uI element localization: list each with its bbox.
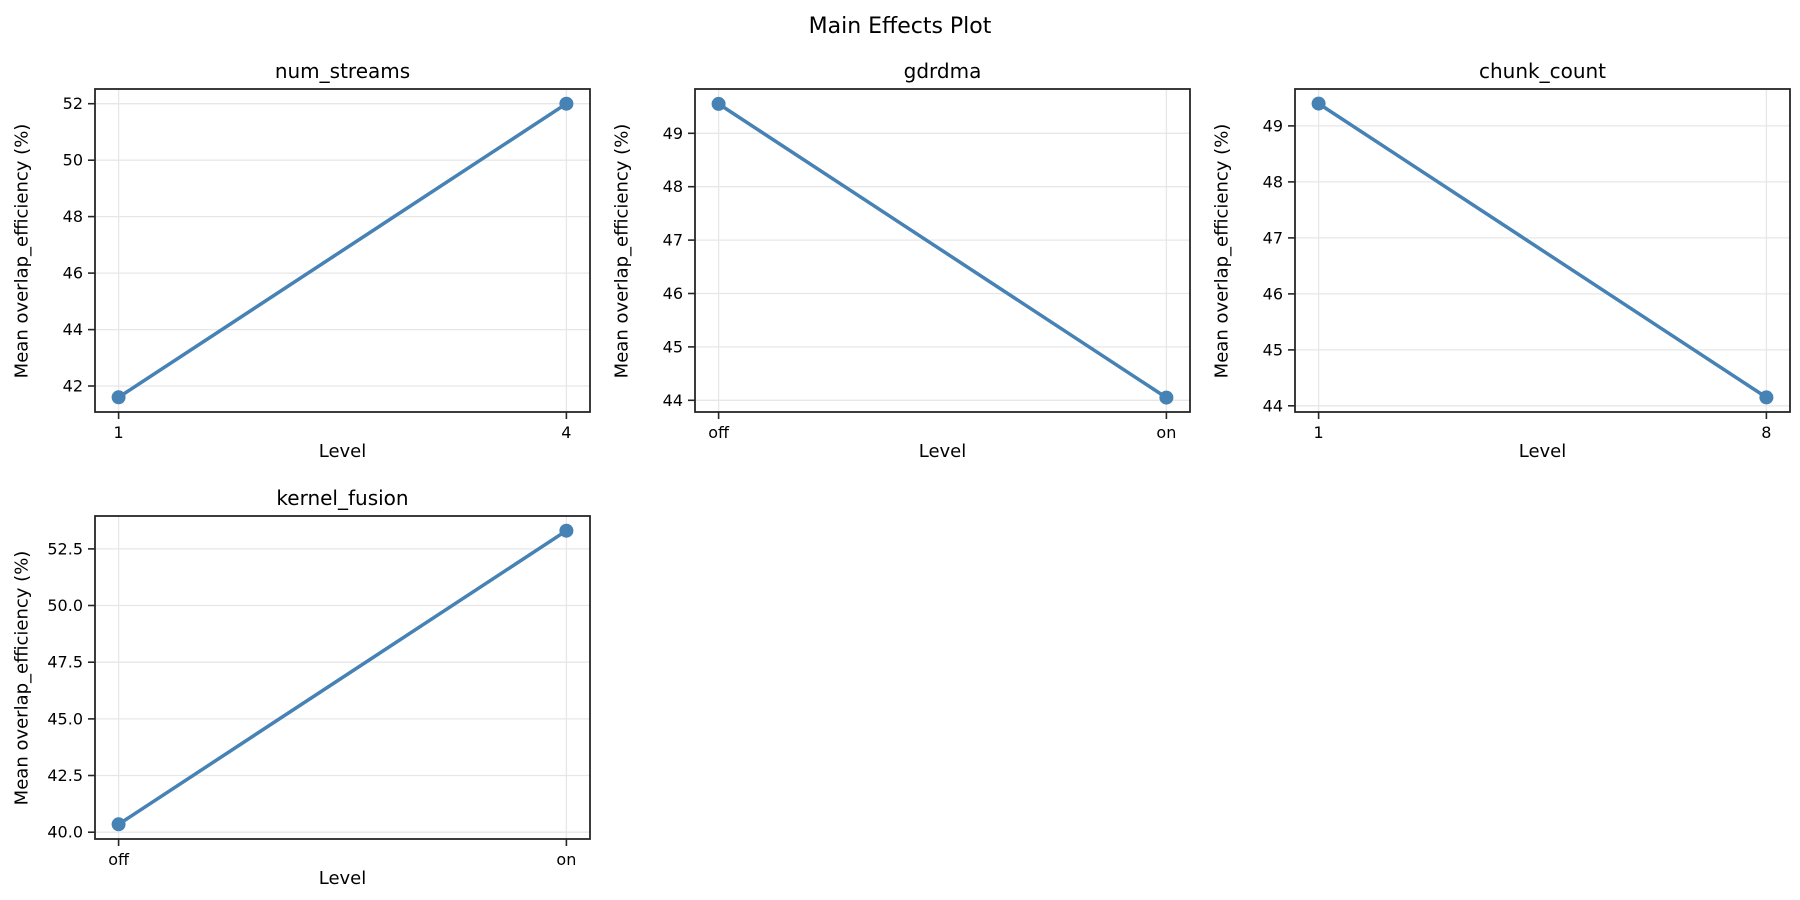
y-tick-label: 47 xyxy=(663,231,683,250)
plot-area: 44 45 46 47 48 49 1 8 xyxy=(1263,88,1791,442)
data-line xyxy=(116,101,569,400)
data-point xyxy=(111,817,126,832)
data-point xyxy=(559,523,574,538)
y-tick-label: 45 xyxy=(663,337,683,356)
x-axis-label: Level xyxy=(318,868,367,889)
x-tick-label: 1 xyxy=(114,423,124,442)
y-tick-label: 45.0 xyxy=(47,709,83,728)
y-tick-label: 44 xyxy=(663,391,683,410)
plot-border xyxy=(694,88,1191,413)
subplot-gdrdma: gdrdma Mean overlap_efficiency (%) 44 45 4… xyxy=(600,55,1200,470)
subplot-title: kernel_fusion xyxy=(276,486,409,510)
data-point xyxy=(1759,390,1774,405)
x-tick-label: off xyxy=(708,423,730,442)
y-tick-label: 42.5 xyxy=(47,766,83,785)
subplot-title: gdrdma xyxy=(903,59,982,83)
y-tick-label: 52.5 xyxy=(47,539,83,558)
empty-subplot-slot xyxy=(1200,482,1800,897)
y-tick-label: 45 xyxy=(1263,340,1283,359)
data-line xyxy=(116,528,569,827)
plot-border xyxy=(1294,88,1791,413)
x-tick-label: on xyxy=(1156,423,1176,442)
y-tick-label: 48 xyxy=(663,177,683,196)
y-tick-label: 49 xyxy=(663,124,683,143)
data-point xyxy=(111,390,126,405)
subplot-kernel-fusion: kernel_fusion Mean overlap_efficiency (%… xyxy=(0,482,600,897)
subplot-grid: num_streams Mean overlap_efficiency (%) … xyxy=(0,55,1800,897)
x-axis-label: Level xyxy=(1518,441,1567,462)
empty-subplot-slot xyxy=(600,482,1200,897)
y-tick-label: 50 xyxy=(63,151,83,170)
data-point xyxy=(711,96,726,111)
y-tick-label: 47.5 xyxy=(47,653,83,672)
y-tick-label: 42 xyxy=(63,377,83,396)
y-tick-label: 40.0 xyxy=(47,823,83,842)
x-tick-label: 1 xyxy=(1314,423,1324,442)
figure-title: Main Effects Plot xyxy=(808,14,992,39)
plot-area: 42 44 46 48 50 52 1 4 xyxy=(63,88,591,442)
y-tick-label: 46 xyxy=(63,264,83,283)
y-tick-label: 46 xyxy=(663,284,683,303)
plot-border xyxy=(94,88,591,413)
y-tick-label: 44 xyxy=(1263,396,1283,415)
plot-area: 40.0 42.5 45.0 47.5 50.0 52.5 off on xyxy=(47,515,591,869)
y-tick-label: 48 xyxy=(63,207,83,226)
plot-border xyxy=(94,515,591,840)
data-point xyxy=(1311,96,1326,111)
x-axis-label: Level xyxy=(318,441,367,462)
y-tick-label: 49 xyxy=(1263,116,1283,135)
data-line xyxy=(1316,101,1769,400)
y-tick-label: 48 xyxy=(1263,172,1283,191)
y-tick-label: 50.0 xyxy=(47,596,83,615)
y-tick-label: 52 xyxy=(63,94,83,113)
subplot-num-streams: num_streams Mean overlap_efficiency (%) … xyxy=(0,55,600,470)
data-line xyxy=(716,102,1169,400)
x-tick-label: off xyxy=(108,850,130,869)
y-tick-label: 46 xyxy=(1263,284,1283,303)
subplot-title: num_streams xyxy=(274,59,411,83)
x-tick-label: 8 xyxy=(1761,423,1771,442)
subplot-title: chunk_count xyxy=(1478,59,1607,83)
x-axis-label: Level xyxy=(918,441,967,462)
subplot-chunk-count: chunk_count Mean overlap_efficiency (%) … xyxy=(1200,55,1800,470)
data-point xyxy=(1159,390,1174,405)
plot-area: 44 45 46 47 48 49 off on xyxy=(663,88,1191,442)
x-tick-label: on xyxy=(556,850,576,869)
y-tick-label: 44 xyxy=(63,320,83,339)
x-tick-label: 4 xyxy=(561,423,571,442)
data-point xyxy=(559,96,574,111)
y-tick-label: 47 xyxy=(1263,228,1283,247)
